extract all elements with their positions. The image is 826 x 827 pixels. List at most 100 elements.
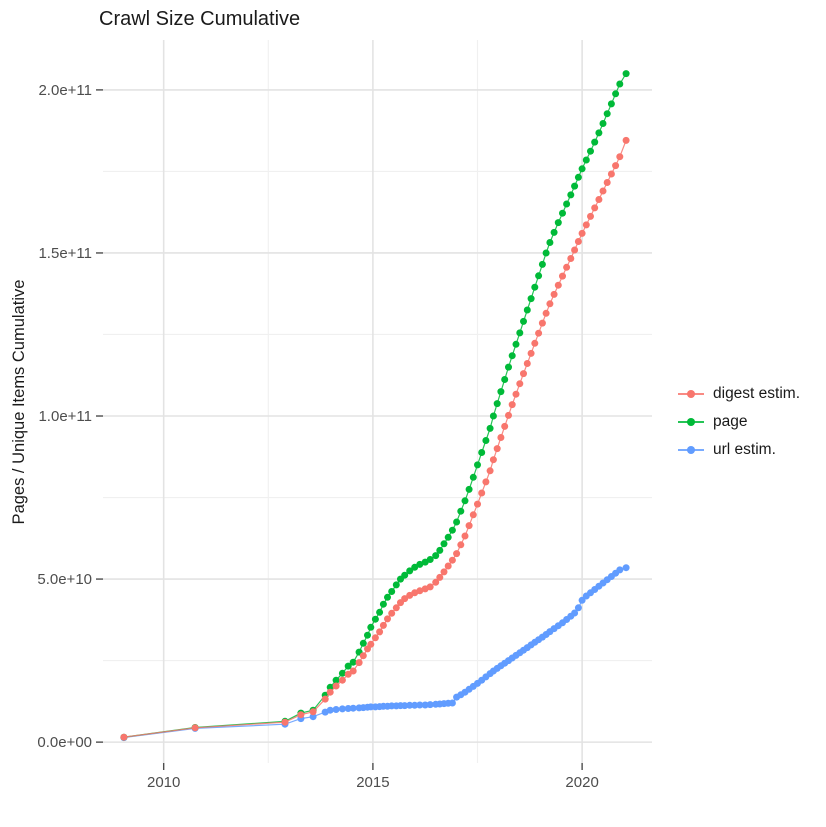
data-point-digest-estim xyxy=(546,300,554,308)
data-point-url-estim xyxy=(421,701,429,709)
data-point-page xyxy=(432,552,440,560)
data-point-url-estim xyxy=(416,701,424,709)
data-point-page xyxy=(582,156,590,164)
y-tick-label: 1.0e+11 xyxy=(38,408,92,425)
data-point-digest-estim xyxy=(486,467,494,475)
data-point-page xyxy=(616,80,624,88)
data-point-digest-estim xyxy=(344,670,352,678)
data-point-digest-estim xyxy=(535,329,543,337)
data-point-page xyxy=(501,376,509,383)
data-point-digest-estim xyxy=(461,532,469,540)
data-point-url-estim xyxy=(338,705,346,713)
data-point-digest-estim xyxy=(527,349,535,357)
data-point-url-estim xyxy=(411,701,419,709)
data-point-page xyxy=(546,239,554,246)
data-point-page xyxy=(531,283,539,291)
data-point-page xyxy=(516,329,524,337)
data-point-digest-estim xyxy=(457,541,465,549)
legend-dot-icon xyxy=(687,446,695,454)
data-point-page xyxy=(508,352,516,360)
data-point-page xyxy=(587,147,594,155)
data-point-digest-estim xyxy=(191,724,199,732)
data-point-digest-estim xyxy=(379,621,387,629)
data-point-digest-estim xyxy=(595,196,603,203)
data-point-url-estim xyxy=(309,713,317,721)
data-point-page xyxy=(474,461,481,469)
data-point-digest-estim xyxy=(542,309,550,317)
data-point-digest-estim xyxy=(309,708,317,716)
data-point-digest-estim xyxy=(603,179,611,186)
data-point-url-estim xyxy=(332,706,340,713)
data-point-digest-estim xyxy=(465,522,473,530)
legend-label: page xyxy=(713,413,748,430)
data-point-digest-estim xyxy=(474,500,481,508)
data-point-digest-estim xyxy=(448,556,456,564)
series-line-url-estim xyxy=(123,567,627,739)
data-point-digest-estim xyxy=(587,212,594,220)
data-point-page xyxy=(469,473,477,481)
data-point-page xyxy=(444,533,452,541)
data-point-digest-estim xyxy=(401,595,409,603)
data-point-url-estim xyxy=(578,596,586,604)
data-point-digest-estim xyxy=(531,339,539,347)
data-point-digest-estim xyxy=(493,445,501,453)
data-point-digest-estim xyxy=(359,652,367,660)
data-point-page xyxy=(550,228,558,236)
data-point-page xyxy=(367,623,375,631)
y-axis-title: Pages / Unique Items Cumulative xyxy=(10,280,28,525)
data-point-digest-estim xyxy=(388,609,396,617)
data-point-page xyxy=(384,593,391,601)
data-point-digest-estim xyxy=(567,255,575,262)
data-point-page xyxy=(591,138,599,146)
x-tick-label: 2010 xyxy=(147,774,180,791)
data-point-digest-estim xyxy=(120,733,128,741)
data-point-page xyxy=(426,556,434,563)
data-point-digest-estim xyxy=(444,562,452,570)
data-point-digest-estim xyxy=(482,478,490,486)
data-point-digest-estim xyxy=(326,688,334,696)
data-point-page xyxy=(457,507,465,515)
data-point-page xyxy=(478,449,486,456)
data-point-page xyxy=(364,631,371,639)
data-point-digest-estim xyxy=(321,695,329,703)
data-point-digest-estim xyxy=(469,511,477,519)
data-point-page xyxy=(411,563,419,571)
data-point-page xyxy=(379,600,387,608)
data-point-page xyxy=(392,581,400,589)
data-point-digest-estim xyxy=(497,434,505,441)
data-point-page xyxy=(599,120,607,127)
data-point-page xyxy=(612,90,620,98)
data-point-page xyxy=(535,272,543,280)
data-point-page xyxy=(486,424,494,432)
data-point-digest-estim xyxy=(616,153,624,161)
data-point-page xyxy=(538,260,546,268)
data-point-digest-estim xyxy=(281,718,289,726)
data-point-page xyxy=(512,340,520,348)
data-point-page xyxy=(497,388,505,396)
data-point-page xyxy=(574,173,582,181)
y-tick-label: 1.5e+11 xyxy=(38,245,92,262)
data-point-digest-estim xyxy=(538,319,546,327)
series-url-estim xyxy=(120,564,630,742)
data-point-page xyxy=(493,400,501,408)
legend-key-digest-estim xyxy=(678,390,704,399)
data-point-digest-estim xyxy=(559,272,566,280)
data-point-digest-estim xyxy=(349,667,357,675)
data-point-digest-estim xyxy=(612,162,620,170)
data-point-digest-estim xyxy=(578,229,586,237)
data-point-digest-estim xyxy=(582,221,590,229)
data-point-page xyxy=(563,200,571,208)
data-point-url-estim xyxy=(349,704,357,712)
data-point-page xyxy=(505,363,512,371)
data-point-digest-estim xyxy=(554,281,562,289)
data-point-url-estim xyxy=(406,701,414,709)
data-point-page xyxy=(607,100,615,108)
data-point-digest-estim xyxy=(355,659,363,667)
data-point-digest-estim xyxy=(432,578,440,586)
data-point-digest-estim xyxy=(520,370,527,378)
legend-dot-icon xyxy=(687,418,695,426)
data-point-page xyxy=(559,209,566,217)
data-point-digest-estim xyxy=(416,587,424,595)
data-point-page xyxy=(595,129,603,137)
